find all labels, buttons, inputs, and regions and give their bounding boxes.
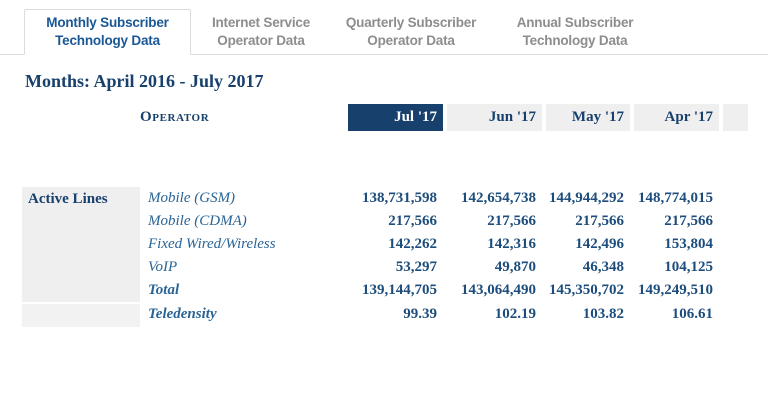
tab-label-line: Quarterly Subscriber bbox=[345, 14, 477, 30]
value-cell: 142,316 bbox=[443, 233, 542, 256]
row-group-spacer bbox=[22, 302, 140, 327]
tab-quarterly-subscriber-operator-data[interactable]: Quarterly Subscriber Operator Data bbox=[337, 9, 485, 54]
column-header-jul-17: Jul '17 bbox=[344, 104, 443, 131]
trailer-cell bbox=[719, 279, 748, 302]
value-cell: 217,566 bbox=[344, 210, 443, 233]
page-title: Months: April 2016 - July 2017 bbox=[25, 71, 264, 91]
table-header-row: Operator Jul '17 Jun '17 May '17 Apr '17 bbox=[22, 104, 748, 131]
value-cell: 148,774,015 bbox=[630, 187, 719, 210]
column-header-may-17: May '17 bbox=[542, 104, 630, 131]
value-cell: 142,262 bbox=[344, 233, 443, 256]
value-cell: 145,350,702 bbox=[542, 279, 630, 302]
value-cell: 143,064,490 bbox=[443, 279, 542, 302]
value-cell: 144,944,292 bbox=[542, 187, 630, 210]
value-cell: 103.82 bbox=[542, 302, 630, 327]
value-cell: 139,144,705 bbox=[344, 279, 443, 302]
row-label-total: Total bbox=[148, 282, 180, 298]
tab-monthly-subscriber-technology-data[interactable]: Monthly Subscriber Technology Data bbox=[24, 9, 191, 55]
value-cell: 217,566 bbox=[443, 210, 542, 233]
value-cell: 149,249,510 bbox=[630, 279, 719, 302]
value-cell: 99.39 bbox=[344, 302, 443, 327]
tab-label-line: Operator Data bbox=[217, 32, 305, 48]
value-cell: 102.19 bbox=[443, 302, 542, 327]
row-group-label: Active Lines bbox=[22, 187, 140, 302]
row-label: Mobile (CDMA) bbox=[148, 213, 247, 229]
value-cell: 138,731,598 bbox=[344, 187, 443, 210]
header-trailer-cell bbox=[719, 104, 748, 131]
column-header-jun-17: Jun '17 bbox=[443, 104, 542, 131]
trailer-cell bbox=[719, 233, 748, 256]
trailer-cell bbox=[719, 302, 748, 327]
table-row: VoIP 53,297 49,870 46,348 104,125 bbox=[22, 256, 748, 279]
tab-label-line: Annual Subscriber bbox=[516, 14, 634, 30]
value-cell: 217,566 bbox=[630, 210, 719, 233]
tab-label-line: Technology Data bbox=[522, 32, 628, 48]
row-label-teledensity: Teledensity bbox=[148, 306, 217, 322]
value-cell: 49,870 bbox=[443, 256, 542, 279]
value-cell: 153,804 bbox=[630, 233, 719, 256]
tab-label-line: Monthly Subscriber bbox=[46, 15, 169, 30]
trailer-cell bbox=[719, 187, 748, 210]
trailer-cell bbox=[719, 256, 748, 279]
tab-bar: Monthly Subscriber Technology Data Inter… bbox=[0, 9, 768, 55]
column-header-operator: Operator bbox=[140, 109, 210, 125]
value-cell: 104,125 bbox=[630, 256, 719, 279]
tab-label-line: Internet Service bbox=[211, 14, 311, 30]
row-label: Fixed Wired/Wireless bbox=[148, 236, 276, 252]
value-cell: 142,654,738 bbox=[443, 187, 542, 210]
value-cell: 106.61 bbox=[630, 302, 719, 327]
table-row-total: Total 139,144,705 143,064,490 145,350,70… bbox=[22, 279, 748, 302]
value-cell: 217,566 bbox=[542, 210, 630, 233]
spacer-row bbox=[22, 131, 748, 187]
tab-internet-service-operator-data[interactable]: Internet Service Operator Data bbox=[195, 9, 327, 54]
value-cell: 53,297 bbox=[344, 256, 443, 279]
table-row: Mobile (CDMA) 217,566 217,566 217,566 21… bbox=[22, 210, 748, 233]
subscriber-data-table: Operator Jul '17 Jun '17 May '17 Apr '17… bbox=[22, 104, 748, 327]
value-cell: 46,348 bbox=[542, 256, 630, 279]
tab-label-line: Technology Data bbox=[55, 33, 160, 48]
header-spacer-cell bbox=[22, 104, 140, 131]
value-cell: 142,496 bbox=[542, 233, 630, 256]
row-label: Mobile (GSM) bbox=[148, 190, 236, 206]
column-header-apr-17: Apr '17 bbox=[630, 104, 719, 131]
table-row: Active Lines Mobile (GSM) 138,731,598 14… bbox=[22, 187, 748, 302]
row-label: VoIP bbox=[148, 259, 178, 275]
table-row-teledensity: Teledensity 99.39 102.19 103.82 106.61 bbox=[22, 302, 748, 327]
tab-label-line: Operator Data bbox=[367, 32, 455, 48]
tab-annual-subscriber-technology-data[interactable]: Annual Subscriber Technology Data bbox=[499, 9, 651, 54]
trailer-cell bbox=[719, 210, 748, 233]
table-row: Fixed Wired/Wireless 142,262 142,316 142… bbox=[22, 233, 748, 256]
